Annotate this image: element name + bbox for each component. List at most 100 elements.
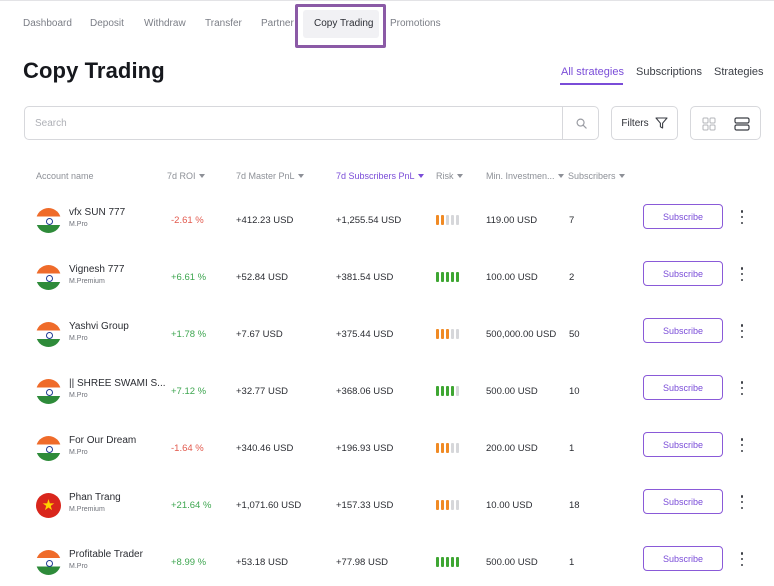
subscribers-count: 7	[569, 215, 575, 226]
more-options-icon[interactable]	[736, 209, 748, 225]
header-label: Account name	[36, 171, 94, 181]
view-toggle	[690, 106, 761, 140]
risk-segment	[441, 557, 444, 567]
filters-button[interactable]: Filters	[611, 106, 678, 140]
flag-india-icon	[36, 208, 61, 233]
risk-segment	[451, 272, 454, 282]
column-header-subscribers-pnl[interactable]: 7d Subscribers PnL	[336, 171, 424, 181]
account-type: M.Premium	[69, 506, 105, 513]
more-options-icon[interactable]	[736, 494, 748, 510]
more-options-icon[interactable]	[736, 380, 748, 396]
table-row[interactable]: Vignesh 777 M.Premium +6.61 % +52.84 USD…	[0, 261, 774, 318]
subscribe-button[interactable]: Subscribe	[643, 546, 723, 571]
account-name: For Our Dream	[69, 435, 137, 446]
header-label: Risk	[436, 171, 454, 181]
risk-segment	[441, 329, 444, 339]
account-type: M.Pro	[69, 563, 88, 570]
risk-segment	[451, 329, 454, 339]
search-button[interactable]	[562, 107, 599, 139]
header-label: 7d ROI	[167, 171, 196, 181]
sort-caret-icon	[297, 174, 304, 178]
nav-item-promotions[interactable]: Promotions	[390, 18, 441, 29]
subscribers-count: 2	[569, 272, 575, 283]
account-type: M.Pro	[69, 449, 88, 456]
nav-item-deposit[interactable]: Deposit	[90, 18, 124, 29]
flag-vietnam-icon: ★	[36, 493, 61, 518]
risk-meter	[436, 500, 459, 510]
master-pnl-value: +52.84 USD	[236, 272, 289, 283]
subscribe-button[interactable]: Subscribe	[643, 489, 723, 514]
table-row[interactable]: Profitable Trader M.Pro +8.99 % +53.18 U…	[0, 546, 774, 586]
subscribe-button[interactable]: Subscribe	[643, 204, 723, 229]
nav-item-withdraw[interactable]: Withdraw	[144, 18, 186, 29]
account-name: Profitable Trader	[69, 549, 143, 560]
risk-segment	[441, 215, 444, 225]
more-options-icon[interactable]	[736, 323, 748, 339]
more-options-icon[interactable]	[736, 266, 748, 282]
nav-item-dashboard[interactable]: Dashboard	[23, 18, 72, 29]
column-header-master-pnl[interactable]: 7d Master PnL	[236, 171, 304, 181]
risk-segment	[446, 386, 449, 396]
risk-segment	[446, 215, 449, 225]
subscribe-button[interactable]: Subscribe	[643, 375, 723, 400]
risk-segment	[456, 443, 459, 453]
account-type: M.Premium	[69, 278, 105, 285]
column-header-min-investment[interactable]: Min. Investmen...	[486, 171, 564, 181]
column-header-subscribers[interactable]: Subscribers	[568, 171, 625, 181]
flag-india-icon	[36, 436, 61, 461]
tab-all-strategies[interactable]: All strategies	[561, 66, 624, 78]
table-row[interactable]: For Our Dream M.Pro -1.64 % +340.46 USD …	[0, 432, 774, 489]
risk-segment	[436, 443, 439, 453]
account-type: M.Pro	[69, 392, 88, 399]
table-row[interactable]: Yashvi Group M.Pro +1.78 % +7.67 USD +37…	[0, 318, 774, 375]
risk-segment	[451, 386, 454, 396]
list-icon	[734, 117, 750, 131]
risk-segment	[446, 500, 449, 510]
account-name: Phan Trang	[69, 492, 121, 503]
risk-segment	[441, 443, 444, 453]
column-header-roi[interactable]: 7d ROI	[167, 171, 205, 181]
subscribers-pnl-value: +157.33 USD	[336, 500, 394, 511]
master-pnl-value: +32.77 USD	[236, 386, 289, 397]
risk-segment	[446, 329, 449, 339]
subscribe-button[interactable]: Subscribe	[643, 261, 723, 286]
risk-segment	[446, 443, 449, 453]
risk-meter	[436, 215, 459, 225]
flag-india-icon	[36, 550, 61, 575]
grid-view-button[interactable]	[699, 114, 719, 134]
flag-india-icon	[36, 322, 61, 347]
subscribers-pnl-value: +375.44 USD	[336, 329, 394, 340]
table-row[interactable]: || SHREE SWAMI S... M.Pro +7.12 % +32.77…	[0, 375, 774, 432]
risk-segment	[436, 329, 439, 339]
table-row[interactable]: ★ Phan Trang M.Premium +21.64 % +1,071.6…	[0, 489, 774, 546]
subscribe-button[interactable]: Subscribe	[643, 318, 723, 343]
risk-meter	[436, 329, 459, 339]
more-options-icon[interactable]	[736, 437, 748, 453]
account-type: M.Pro	[69, 335, 88, 342]
nav-active-background	[303, 10, 379, 38]
master-pnl-value: +53.18 USD	[236, 557, 289, 568]
filter-icon	[655, 117, 668, 129]
nav-item-partner[interactable]: Partner	[261, 18, 294, 29]
nav-item-transfer[interactable]: Transfer	[205, 18, 242, 29]
risk-segment	[436, 386, 439, 396]
subscribers-count: 18	[569, 500, 580, 511]
more-options-icon[interactable]	[736, 551, 748, 567]
tab-strategies[interactable]: Strategies	[714, 66, 764, 78]
risk-meter	[436, 272, 459, 282]
min-investment-value: 100.00 USD	[486, 272, 538, 283]
subscribe-button[interactable]: Subscribe	[643, 432, 723, 457]
risk-segment	[456, 215, 459, 225]
tab-subscriptions[interactable]: Subscriptions	[636, 66, 703, 78]
subscribers-pnl-value: +368.06 USD	[336, 386, 394, 397]
risk-segment	[456, 272, 459, 282]
column-header-risk[interactable]: Risk	[436, 171, 463, 181]
nav-item-copy-trading[interactable]: Copy Trading	[314, 18, 374, 29]
roi-value: +1.78 %	[171, 329, 207, 340]
table-row[interactable]: vfx SUN 777 M.Pro -2.61 % +412.23 USD +1…	[0, 204, 774, 261]
list-view-button[interactable]	[731, 114, 753, 134]
risk-segment	[456, 329, 459, 339]
search-input[interactable]	[25, 107, 562, 139]
risk-segment	[436, 557, 439, 567]
risk-segment	[441, 272, 444, 282]
